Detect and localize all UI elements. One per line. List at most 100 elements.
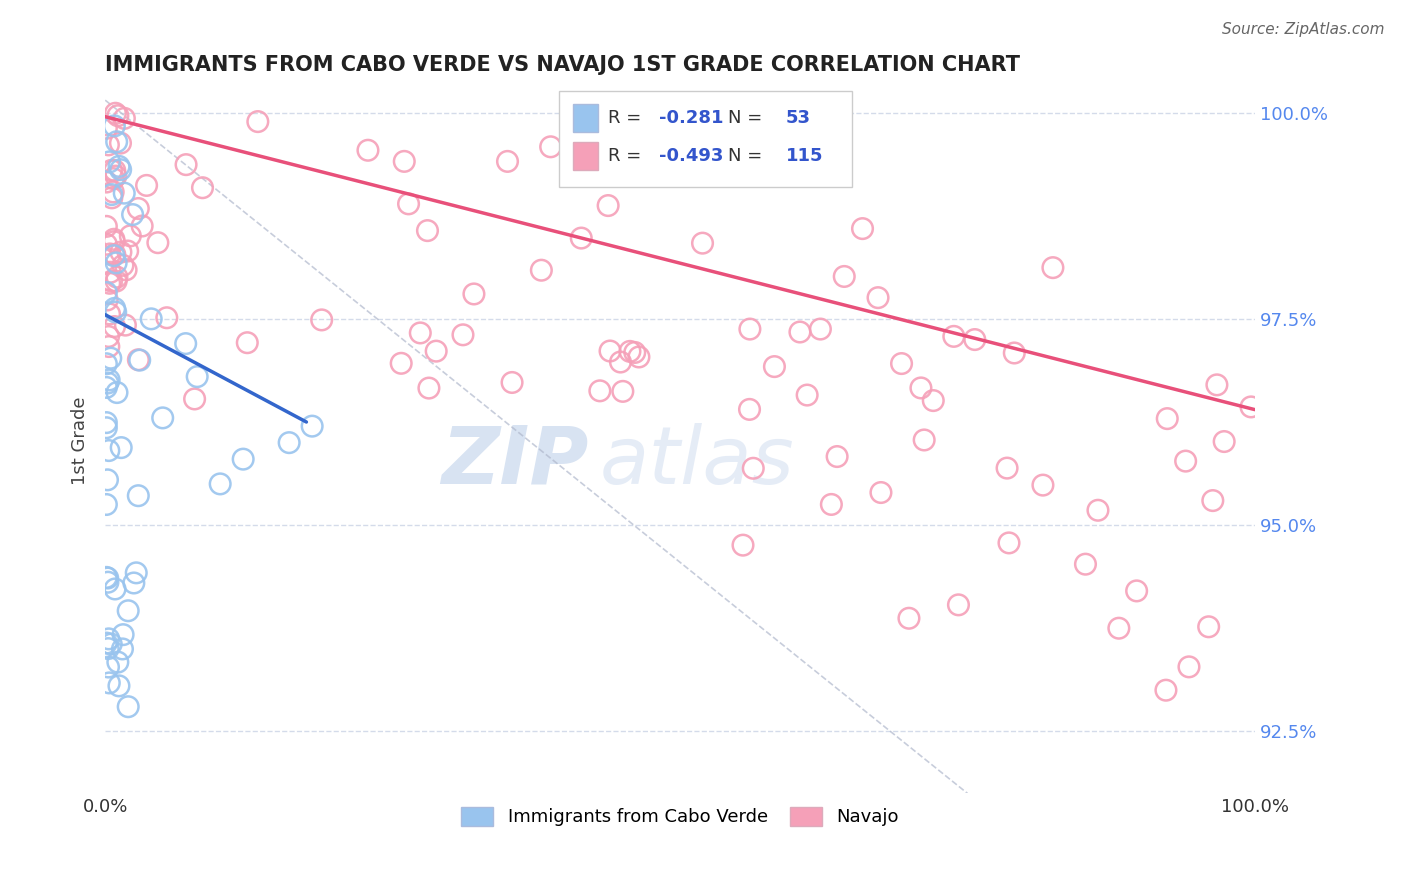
Point	[731, 538, 754, 552]
Point	[1154, 683, 1177, 698]
Legend: Immigrants from Cabo Verde, Navajo: Immigrants from Cabo Verde, Navajo	[454, 800, 907, 834]
Point	[112, 627, 135, 641]
Point	[619, 344, 641, 359]
Point	[998, 536, 1021, 550]
Point	[742, 461, 765, 475]
Point	[105, 256, 128, 270]
Point	[655, 104, 678, 119]
Text: 53: 53	[786, 109, 811, 128]
Point	[96, 175, 118, 189]
Text: R =: R =	[607, 109, 647, 128]
Point	[540, 140, 562, 154]
Point	[589, 384, 612, 398]
Point	[103, 319, 125, 334]
Point	[104, 305, 127, 319]
Text: Source: ZipAtlas.com: Source: ZipAtlas.com	[1222, 22, 1385, 37]
Point	[825, 450, 848, 464]
Point	[96, 636, 118, 650]
Point	[103, 249, 125, 263]
Point	[394, 154, 416, 169]
Point	[1174, 454, 1197, 468]
Point	[156, 310, 179, 325]
Point	[96, 498, 118, 512]
FancyBboxPatch shape	[574, 104, 599, 132]
Point	[96, 473, 118, 487]
Point	[97, 329, 120, 343]
Point	[174, 336, 197, 351]
Point	[97, 137, 120, 152]
Point	[111, 642, 134, 657]
Point	[186, 369, 208, 384]
Point	[451, 327, 474, 342]
Point	[409, 326, 432, 340]
Point	[111, 259, 134, 273]
Point	[117, 604, 139, 618]
Point	[104, 163, 127, 178]
Point	[103, 232, 125, 246]
Point	[832, 269, 855, 284]
Point	[101, 185, 124, 199]
Point	[789, 325, 811, 339]
FancyBboxPatch shape	[560, 91, 852, 186]
Point	[599, 344, 621, 359]
Text: -0.493: -0.493	[659, 147, 724, 165]
Point	[963, 333, 986, 347]
Point	[612, 384, 634, 399]
Point	[530, 263, 553, 277]
Point	[598, 198, 620, 212]
Point	[1125, 583, 1147, 598]
Point	[104, 301, 127, 316]
Point	[97, 443, 120, 458]
Point	[995, 461, 1018, 475]
Point	[103, 171, 125, 186]
Point	[100, 637, 122, 651]
Point	[110, 245, 132, 260]
Point	[609, 134, 631, 148]
Point	[117, 244, 139, 258]
Point	[98, 154, 121, 169]
Point	[98, 676, 121, 690]
Point	[104, 582, 127, 596]
Point	[425, 344, 447, 359]
Point	[236, 335, 259, 350]
Point	[301, 419, 323, 434]
Point	[416, 224, 439, 238]
Point	[125, 566, 148, 580]
Point	[105, 274, 128, 288]
Point	[98, 277, 121, 291]
Point	[357, 143, 380, 157]
Point	[1042, 260, 1064, 275]
Point	[1213, 434, 1236, 449]
Point	[104, 247, 127, 261]
Point	[569, 231, 592, 245]
Point	[110, 162, 132, 177]
Point	[278, 435, 301, 450]
Point	[398, 197, 420, 211]
Point	[1156, 411, 1178, 425]
Text: -0.281: -0.281	[659, 109, 724, 128]
Point	[103, 235, 125, 249]
Point	[98, 247, 121, 261]
Point	[120, 228, 142, 243]
Point	[98, 373, 121, 387]
Point	[246, 114, 269, 128]
Point	[96, 380, 118, 394]
Point	[96, 357, 118, 371]
Point	[609, 355, 631, 369]
Point	[1198, 620, 1220, 634]
Point	[174, 158, 197, 172]
Point	[1178, 660, 1201, 674]
Point	[104, 169, 127, 183]
Point	[107, 655, 129, 669]
Point	[1240, 400, 1263, 414]
Point	[105, 385, 128, 400]
Point	[418, 381, 440, 395]
Point	[114, 318, 136, 332]
Point	[96, 237, 118, 252]
Point	[810, 322, 832, 336]
Point	[738, 322, 761, 336]
Point	[763, 359, 786, 374]
Text: N =: N =	[728, 109, 768, 128]
Point	[100, 274, 122, 288]
Point	[107, 109, 129, 123]
